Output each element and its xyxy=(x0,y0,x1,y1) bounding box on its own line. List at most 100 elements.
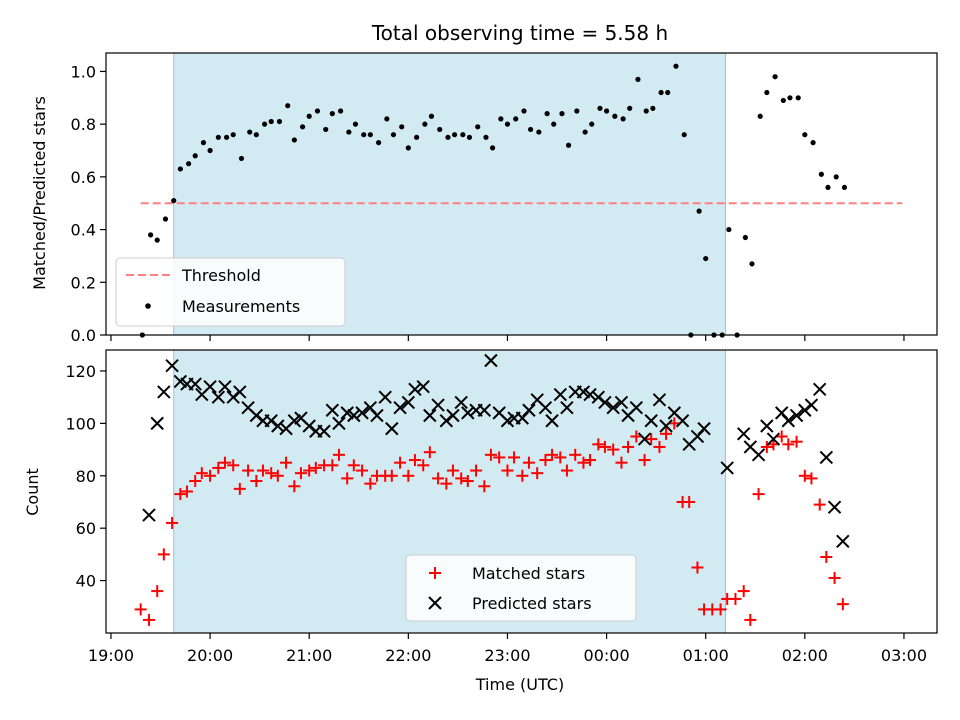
top-legend: Threshold Measurements xyxy=(115,257,346,327)
x-tick-label: 03:00 xyxy=(881,646,927,665)
matched-point xyxy=(218,456,231,469)
data-point xyxy=(825,184,831,191)
matched-point xyxy=(461,475,474,488)
bottom-y-tick-label: 80 xyxy=(76,467,96,486)
bottom-legend: Matched stars Predicted stars xyxy=(405,554,637,622)
bottom-y-tick-label: 100 xyxy=(65,414,96,433)
top-axes-frame xyxy=(105,52,938,336)
data-point xyxy=(603,108,610,114)
data-point xyxy=(833,174,839,180)
matched-point xyxy=(683,495,696,508)
data-point xyxy=(620,116,626,122)
predicted-point xyxy=(370,408,384,423)
data-point xyxy=(399,124,405,130)
data-point xyxy=(787,95,793,101)
predicted-point xyxy=(454,395,468,410)
predicted-point xyxy=(408,382,422,397)
data-point xyxy=(247,129,253,135)
data-point xyxy=(346,129,352,135)
data-point xyxy=(323,126,329,133)
x-tick-label: 01:00 xyxy=(683,646,729,665)
matched-point xyxy=(204,469,217,482)
data-point xyxy=(696,208,702,214)
predicted-point xyxy=(385,421,399,436)
predicted-point xyxy=(819,450,834,465)
matched-point xyxy=(309,461,322,474)
data-point xyxy=(612,113,618,119)
predicted-point xyxy=(477,403,492,417)
matched-point xyxy=(303,464,316,477)
data-point xyxy=(154,237,160,243)
predicted-point xyxy=(203,379,217,394)
predicted-point xyxy=(393,400,407,415)
data-point xyxy=(299,124,306,130)
matched-point xyxy=(836,598,849,611)
matched-point xyxy=(440,477,453,490)
predicted-point xyxy=(606,400,620,415)
data-point xyxy=(536,129,542,135)
data-point xyxy=(749,261,755,267)
data-point xyxy=(224,134,230,140)
predicted-point xyxy=(652,393,667,407)
data-point xyxy=(337,108,344,114)
predicted-point xyxy=(461,406,475,420)
predicted-point xyxy=(188,377,202,391)
data-point xyxy=(460,132,466,138)
chart-title: Total observing time = 5.58 h xyxy=(371,21,668,45)
predicted-point xyxy=(614,395,629,410)
matched-point xyxy=(691,561,704,574)
data-point xyxy=(422,121,428,127)
legend-predicted-swatch xyxy=(428,596,442,610)
matched-point xyxy=(622,440,635,453)
legend-matched-swatch xyxy=(429,567,441,579)
matched-point xyxy=(813,498,826,511)
data-point xyxy=(574,108,580,114)
data-point xyxy=(186,161,192,167)
legend-measurements-swatch xyxy=(145,303,151,309)
legend-matched-label: Matched stars xyxy=(472,564,585,583)
series-predicted-stars xyxy=(142,353,850,548)
matched-point xyxy=(166,516,179,529)
data-point xyxy=(841,184,848,191)
matched-point xyxy=(660,427,673,440)
data-point xyxy=(162,216,169,222)
predicted-point xyxy=(659,419,673,433)
predicted-point xyxy=(332,416,346,431)
matched-point xyxy=(729,592,742,605)
matched-point xyxy=(546,448,559,461)
matched-point xyxy=(560,464,573,477)
matched-point xyxy=(250,475,263,488)
predicted-point xyxy=(760,419,774,433)
matched-point xyxy=(455,472,468,485)
predicted-point xyxy=(629,400,644,415)
data-point xyxy=(551,121,557,127)
top-y-tick-label: 0.6 xyxy=(71,168,96,187)
data-point xyxy=(451,132,458,138)
matched-point xyxy=(592,438,605,451)
matched-point xyxy=(364,477,377,490)
predicted-point xyxy=(697,421,711,436)
data-point xyxy=(757,113,763,119)
matched-point xyxy=(180,485,193,498)
matched-point xyxy=(478,480,491,493)
matched-point xyxy=(256,464,269,477)
matched-point xyxy=(760,440,773,453)
data-point xyxy=(589,121,595,127)
matched-point xyxy=(584,454,597,467)
matched-point xyxy=(638,454,651,467)
predicted-point xyxy=(401,395,416,410)
predicted-point xyxy=(751,448,766,462)
predicted-point xyxy=(560,400,574,415)
predicted-point xyxy=(378,390,392,404)
x-tick-label: 22:00 xyxy=(385,646,431,665)
matched-point xyxy=(227,459,240,472)
matched-point xyxy=(288,480,301,493)
data-point xyxy=(544,111,550,117)
data-point xyxy=(498,116,504,122)
matched-point xyxy=(577,456,590,469)
predicted-point xyxy=(325,403,340,417)
data-point xyxy=(207,147,213,154)
predicted-point xyxy=(431,398,445,412)
matched-point xyxy=(142,613,155,626)
bottom-y-axis-label: Count xyxy=(23,468,42,516)
